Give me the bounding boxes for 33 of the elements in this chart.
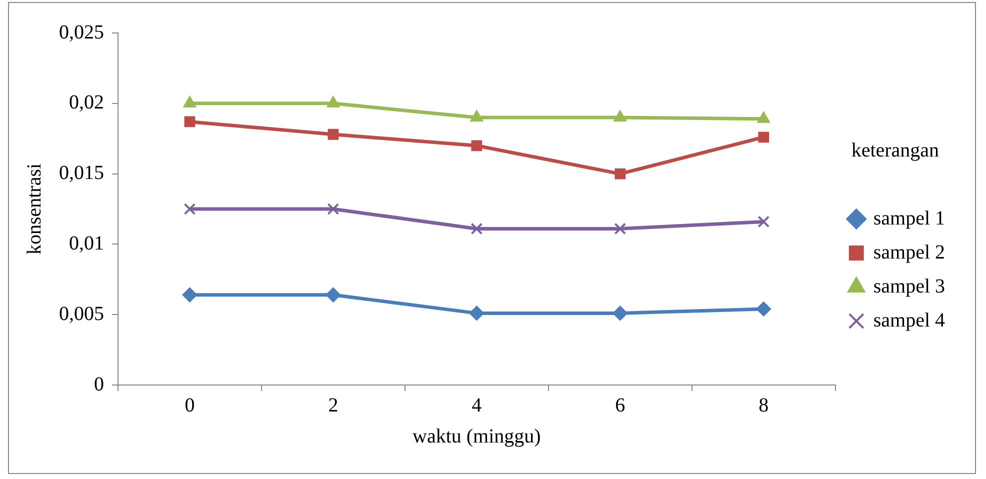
x-tick-label: 2 [328,394,338,416]
point [469,306,484,321]
y-tick-label: 0,005 [59,302,104,325]
point [470,222,483,235]
y-tick-label: 0,015 [59,162,104,184]
point [326,287,341,302]
legend-label: sampel 3 [873,275,946,298]
point [612,306,628,321]
y-tick-label: 0,025 [59,21,104,44]
legend-title: keterangan [851,139,940,162]
y-tick-label: 0 [94,373,104,396]
x-tick-label: 4 [472,394,482,416]
point [758,216,770,228]
point [614,168,626,180]
point [471,140,482,152]
point [756,301,772,316]
point [184,116,196,128]
y-tick-label: 0,01 [69,232,104,254]
legend-label: sampel 2 [873,241,946,264]
point [328,128,339,140]
y-tick-label: 0,02 [69,92,104,114]
x-tick-label: 8 [758,394,769,416]
point [182,287,198,302]
point [184,203,196,215]
point [614,222,626,235]
x-tick-label: 6 [615,394,626,416]
legend-label: sampel 1 [873,207,946,230]
x-tick-label: 0 [184,394,195,416]
x-axis-title: waktu (minggu) [412,425,541,448]
legend-label: sampel 4 [873,309,946,332]
y-axis-title: konsentrasi [23,163,46,255]
point [327,203,340,215]
point [758,132,770,143]
